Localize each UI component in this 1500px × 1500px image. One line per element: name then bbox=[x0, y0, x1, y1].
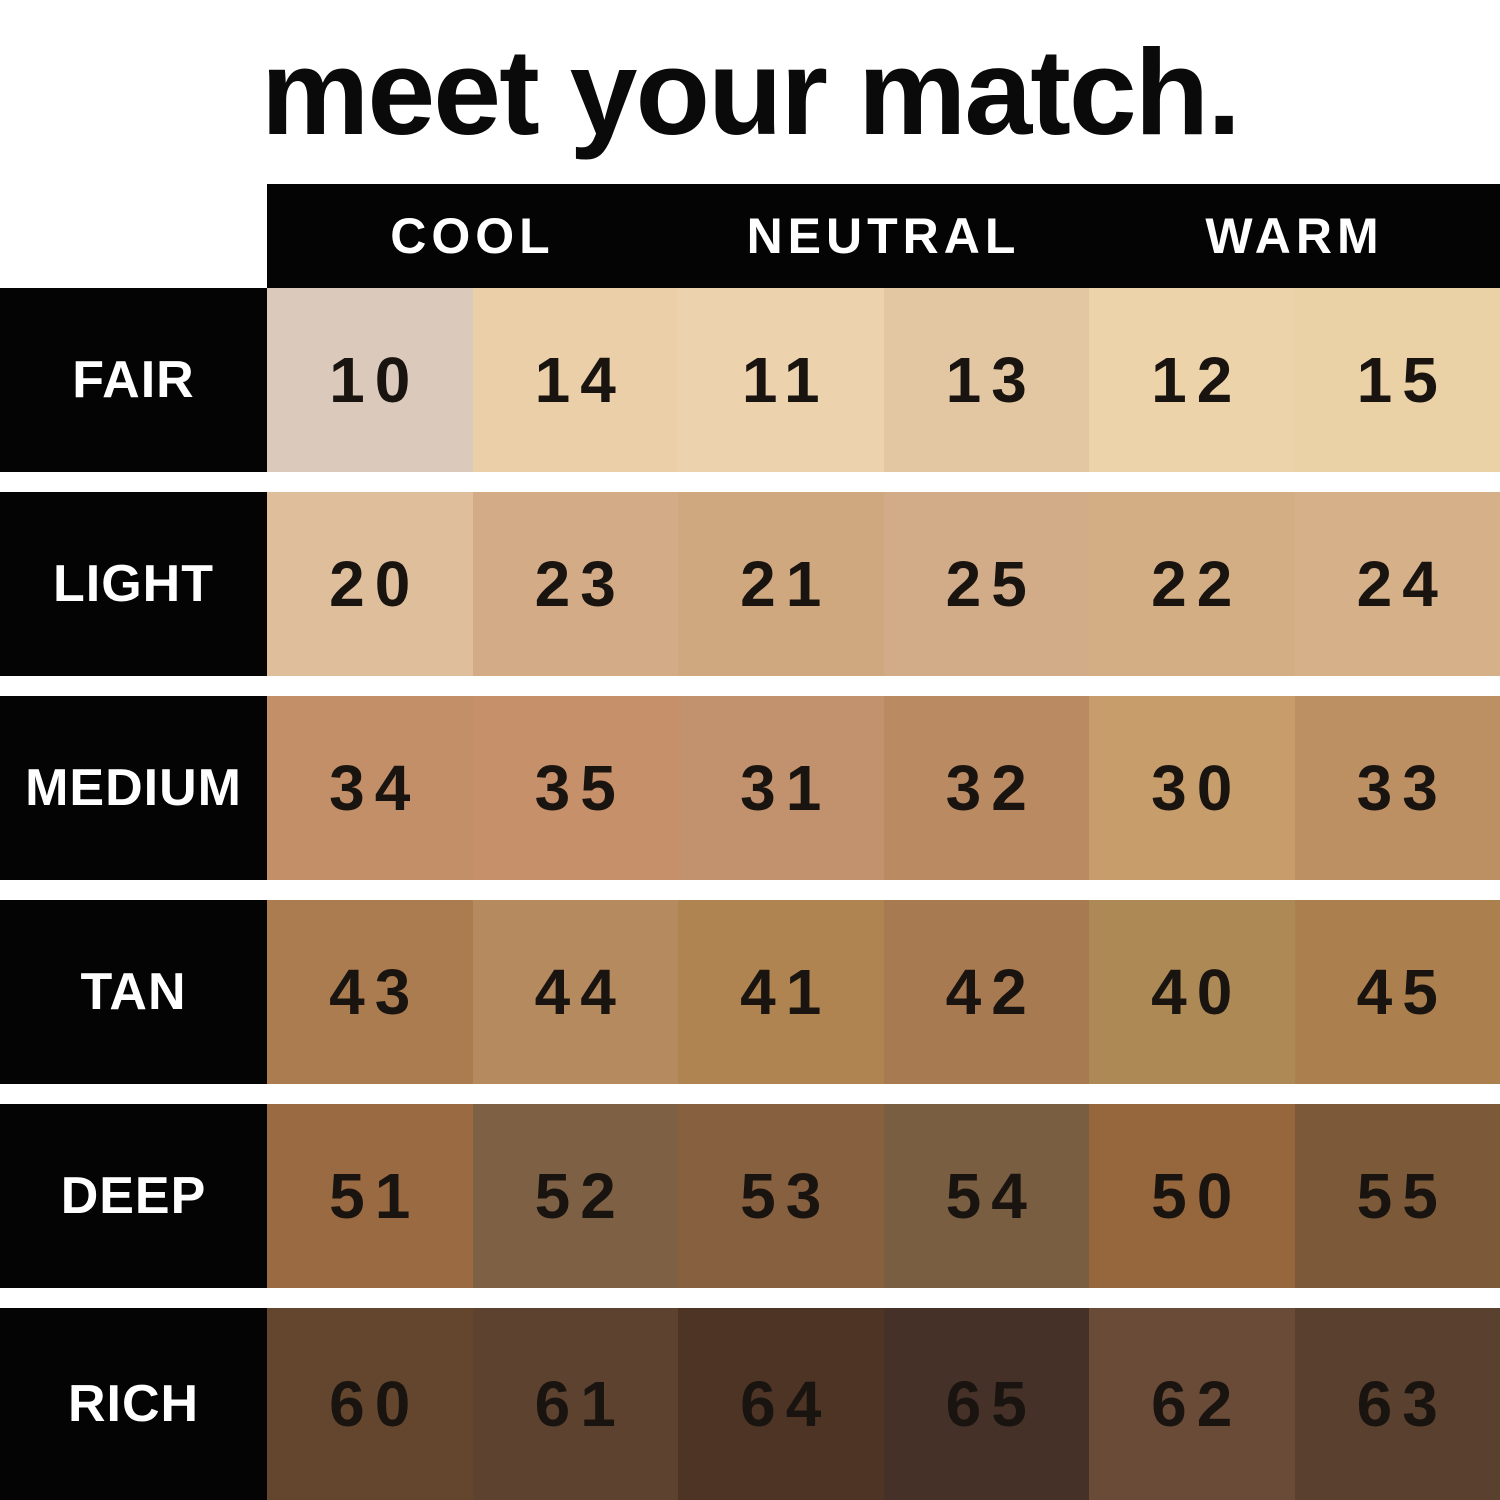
shade-swatch-40: 40 bbox=[1089, 900, 1295, 1084]
row-label-tan: TAN bbox=[0, 900, 267, 1084]
page-title: meet your match. bbox=[260, 24, 1241, 160]
shade-swatch-65: 65 bbox=[883, 1308, 1089, 1500]
shade-swatch-51: 51 bbox=[267, 1104, 473, 1288]
shade-number-50: 50 bbox=[1151, 1160, 1243, 1232]
shade-number-53: 53 bbox=[740, 1160, 832, 1232]
shade-swatch-31: 31 bbox=[678, 696, 884, 880]
shade-swatch-14: 14 bbox=[472, 288, 678, 472]
shade-number-21: 21 bbox=[740, 548, 832, 620]
shade-number-63: 63 bbox=[1356, 1368, 1448, 1440]
shade-swatch-20: 20 bbox=[267, 492, 473, 676]
shade-number-60: 60 bbox=[329, 1368, 421, 1440]
shade-swatch-62: 62 bbox=[1089, 1308, 1295, 1500]
shade-number-41: 41 bbox=[740, 956, 832, 1028]
shade-number-44: 44 bbox=[534, 956, 626, 1028]
shade-row-fair: FAIR 10 14 11 13 12 15 bbox=[0, 288, 1500, 472]
shade-swatch-54: 54 bbox=[883, 1104, 1089, 1288]
shade-swatch-33: 33 bbox=[1294, 696, 1500, 880]
shade-number-51: 51 bbox=[329, 1160, 421, 1232]
shade-number-20: 20 bbox=[329, 548, 421, 620]
shade-number-55: 55 bbox=[1356, 1160, 1448, 1232]
shade-number-22: 22 bbox=[1151, 548, 1243, 620]
shade-row-light: LIGHT 20 23 21 25 22 24 bbox=[0, 492, 1500, 676]
row-label-deep: DEEP bbox=[0, 1104, 267, 1288]
shade-swatch-32: 32 bbox=[883, 696, 1089, 880]
shade-number-61: 61 bbox=[534, 1368, 626, 1440]
shade-swatch-45: 45 bbox=[1294, 900, 1500, 1084]
shade-swatch-25: 25 bbox=[883, 492, 1089, 676]
shade-swatch-15: 15 bbox=[1294, 288, 1500, 472]
shade-swatch-43: 43 bbox=[267, 900, 473, 1084]
shade-number-45: 45 bbox=[1356, 956, 1448, 1028]
shade-swatch-34: 34 bbox=[267, 696, 473, 880]
shade-swatch-41: 41 bbox=[678, 900, 884, 1084]
shade-number-65: 65 bbox=[945, 1368, 1037, 1440]
row-label-light: LIGHT bbox=[0, 492, 267, 676]
shade-number-14: 14 bbox=[534, 344, 626, 416]
shade-row-tan: TAN 43 44 41 42 40 45 bbox=[0, 900, 1500, 1084]
shade-number-11: 11 bbox=[741, 344, 830, 416]
shade-swatch-35: 35 bbox=[472, 696, 678, 880]
shade-number-35: 35 bbox=[534, 752, 626, 824]
shade-swatch-11: 11 bbox=[678, 288, 884, 472]
shade-swatch-12: 12 bbox=[1089, 288, 1295, 472]
shade-number-30: 30 bbox=[1151, 752, 1243, 824]
shade-swatch-30: 30 bbox=[1089, 696, 1295, 880]
shade-number-43: 43 bbox=[329, 956, 421, 1028]
row-label-fair: FAIR bbox=[0, 288, 267, 472]
shade-swatch-52: 52 bbox=[472, 1104, 678, 1288]
shade-number-13: 13 bbox=[945, 344, 1037, 416]
shade-swatch-42: 42 bbox=[883, 900, 1089, 1084]
shade-number-24: 24 bbox=[1356, 548, 1448, 620]
row-label-rich: RICH bbox=[0, 1308, 267, 1500]
shade-number-64: 64 bbox=[740, 1368, 832, 1440]
shade-number-32: 32 bbox=[945, 752, 1037, 824]
shade-swatch-23: 23 bbox=[472, 492, 678, 676]
header-warm-label: WARM bbox=[1205, 208, 1384, 264]
shade-number-23: 23 bbox=[534, 548, 626, 620]
shade-number-12: 12 bbox=[1151, 344, 1243, 416]
shade-number-40: 40 bbox=[1151, 956, 1243, 1028]
shade-swatch-61: 61 bbox=[472, 1308, 678, 1500]
shade-row-deep: DEEP 51 52 53 54 50 55 bbox=[0, 1104, 1500, 1288]
shade-swatch-10: 10 bbox=[267, 288, 473, 472]
shade-number-31: 31 bbox=[740, 752, 832, 824]
shade-swatch-64: 64 bbox=[678, 1308, 884, 1500]
shade-swatch-53: 53 bbox=[678, 1104, 884, 1288]
shade-swatch-13: 13 bbox=[883, 288, 1089, 472]
shade-number-54: 54 bbox=[945, 1160, 1037, 1232]
shade-number-42: 42 bbox=[945, 956, 1037, 1028]
row-label-medium: MEDIUM bbox=[0, 696, 267, 880]
shade-swatch-44: 44 bbox=[472, 900, 678, 1084]
shade-number-15: 15 bbox=[1356, 344, 1448, 416]
undertone-header-bar: COOL NEUTRAL WARM bbox=[267, 184, 1500, 288]
shade-number-10: 10 bbox=[329, 344, 421, 416]
shade-swatch-50: 50 bbox=[1089, 1104, 1295, 1288]
shade-number-52: 52 bbox=[534, 1160, 626, 1232]
header-cool-label: COOL bbox=[390, 208, 555, 264]
shade-row-medium: MEDIUM 34 35 31 32 30 33 bbox=[0, 696, 1500, 880]
shade-swatch-21: 21 bbox=[678, 492, 884, 676]
shade-table: FAIR 10 14 11 13 12 15 LIGHT 20 23 21 25 22 24 MEDIUM 3… bbox=[0, 288, 1500, 1500]
shade-number-62: 62 bbox=[1151, 1368, 1243, 1440]
shade-number-33: 33 bbox=[1356, 752, 1448, 824]
shade-swatch-22: 22 bbox=[1089, 492, 1295, 676]
shade-swatch-55: 55 bbox=[1294, 1104, 1500, 1288]
shade-swatch-63: 63 bbox=[1294, 1308, 1500, 1500]
header-neutral-label: NEUTRAL bbox=[746, 208, 1021, 264]
shade-swatch-24: 24 bbox=[1294, 492, 1500, 676]
shade-row-rich: RICH 60 61 64 65 62 63 bbox=[0, 1308, 1500, 1500]
shade-swatch-60: 60 bbox=[267, 1308, 473, 1500]
shade-number-25: 25 bbox=[945, 548, 1037, 620]
shade-number-34: 34 bbox=[329, 752, 421, 824]
